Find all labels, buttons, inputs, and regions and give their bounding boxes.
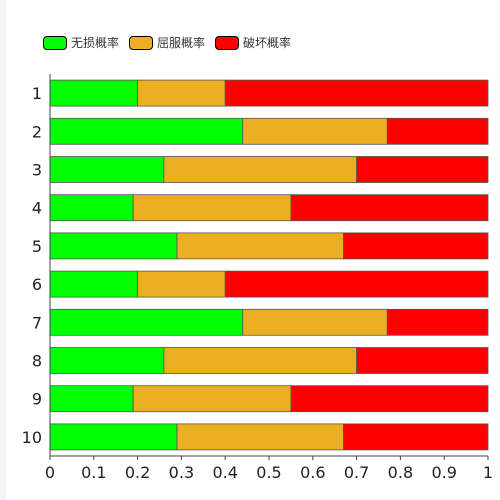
bar-segment-10-1[interactable]	[49, 423, 178, 451]
bar-segment-1-1[interactable]	[49, 79, 138, 107]
y-tick-label: 4	[32, 199, 42, 218]
bar-segment-4-3[interactable]	[290, 194, 489, 222]
y-tick-label: 1	[32, 84, 42, 103]
bar-segment-5-3[interactable]	[343, 232, 489, 260]
legend-label-yield: 屈服概率	[157, 36, 206, 50]
bar-segment-5-1[interactable]	[49, 232, 178, 260]
bar-segment-3-1[interactable]	[49, 156, 165, 183]
x-tick-label: 0.2	[125, 463, 150, 482]
y-tick-label: 5	[32, 237, 42, 256]
chart-legend: 无损概率 屈服概率 破坏概率	[43, 34, 291, 51]
x-tick-label: 1	[483, 463, 493, 482]
x-tick-label: 0.1	[81, 463, 106, 482]
bar-segment-1-2[interactable]	[137, 79, 226, 107]
y-tick-label: 10	[22, 428, 42, 447]
legend-swatch-yield	[129, 35, 154, 50]
legend-label-failure: 破坏概率	[243, 36, 292, 50]
legend-item-yield[interactable]: 屈服概率	[129, 34, 205, 51]
y-tick-label: 3	[32, 161, 42, 180]
bar-segment-6-1[interactable]	[49, 270, 138, 298]
y-tick-label: 2	[32, 122, 42, 141]
bar-segment-7-2[interactable]	[242, 308, 388, 336]
bar-segment-8-2[interactable]	[163, 347, 358, 374]
x-tick-label: 0.7	[344, 463, 369, 482]
legend-item-failure[interactable]: 破坏概率	[215, 34, 291, 51]
bar-segment-9-2[interactable]	[132, 385, 292, 413]
bar-segment-10-2[interactable]	[176, 423, 344, 451]
bar-segment-8-1[interactable]	[49, 347, 165, 374]
x-tick-label: 0.6	[300, 463, 325, 482]
legend-item-intact[interactable]: 无损概率	[43, 34, 119, 51]
bar-segment-5-2[interactable]	[176, 232, 344, 260]
bar-segment-4-1[interactable]	[49, 194, 134, 222]
x-tick-label: 0.5	[256, 463, 281, 482]
legend-swatch-failure	[215, 35, 240, 50]
bar-segment-10-3[interactable]	[343, 423, 489, 451]
bar-segment-4-2[interactable]	[132, 194, 292, 222]
x-tick-label: 0.9	[431, 463, 456, 482]
y-tick-label: 6	[32, 275, 42, 294]
bar-segment-7-1[interactable]	[49, 308, 244, 336]
x-tick-label: 0.4	[212, 463, 237, 482]
y-tick-label: 7	[32, 313, 42, 332]
legend-swatch-intact	[43, 35, 67, 50]
bar-segment-7-3[interactable]	[386, 308, 489, 336]
y-tick-label: 9	[32, 390, 42, 409]
bar-segment-9-3[interactable]	[290, 385, 489, 413]
bar-segment-6-3[interactable]	[224, 270, 489, 298]
bar-segment-2-3[interactable]	[386, 117, 489, 145]
y-tick-label: 8	[32, 352, 42, 371]
bar-segment-3-2[interactable]	[163, 156, 358, 183]
bar-segment-9-1[interactable]	[49, 385, 134, 413]
bar-segment-2-2[interactable]	[242, 117, 388, 145]
x-tick-label: 0	[45, 463, 55, 482]
bar-segment-8-3[interactable]	[356, 347, 489, 374]
bar-segment-6-2[interactable]	[137, 270, 226, 298]
x-tick-label: 0.3	[169, 463, 194, 482]
legend-label-intact: 无损概率	[71, 36, 120, 50]
bar-segment-1-3[interactable]	[224, 79, 489, 107]
page-left-edge	[0, 0, 6, 500]
bar-segment-2-1[interactable]	[49, 117, 244, 145]
x-tick-label: 0.8	[388, 463, 413, 482]
bar-segment-3-3[interactable]	[356, 156, 489, 183]
